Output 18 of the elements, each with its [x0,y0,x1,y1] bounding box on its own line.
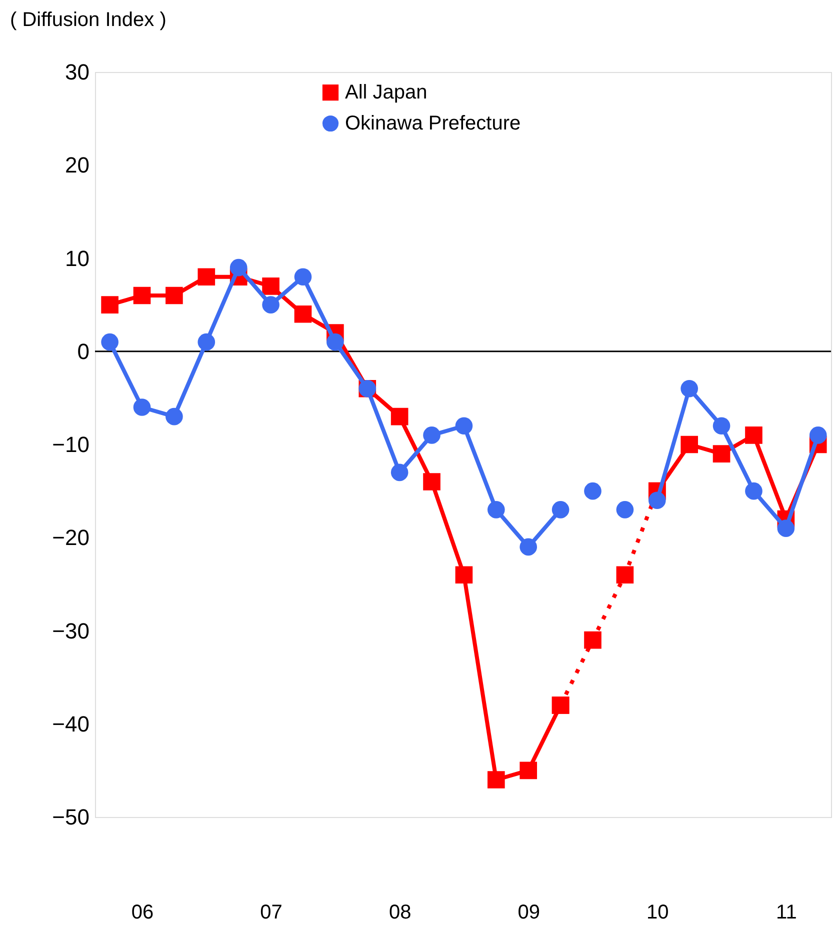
legend-label: Okinawa Prefecture [345,112,521,134]
y-tick-label: 10 [65,246,90,271]
y-tick-label: 20 [65,152,90,178]
y-tick-label: 30 [65,60,90,84]
y-tick-label: −40 [52,711,90,736]
y-axis-title: ( Diffusion Index ) [10,9,166,31]
y-tick-label: −10 [52,432,90,457]
y-tick-label: −20 [52,525,90,550]
x-tick-label: 06 [131,902,154,924]
y-tick-label: 0 [77,338,90,364]
legend-label: All Japan [345,82,428,104]
x-tick-label: 08 [388,902,412,924]
x-tick-label: 10 [646,902,669,924]
x-tick-label: 09 [518,902,540,924]
y-tick-label: −50 [52,804,90,830]
x-tick-label: 11 [776,902,797,924]
y-tick-label: −30 [52,618,90,644]
x-tick-label: 07 [260,902,282,924]
